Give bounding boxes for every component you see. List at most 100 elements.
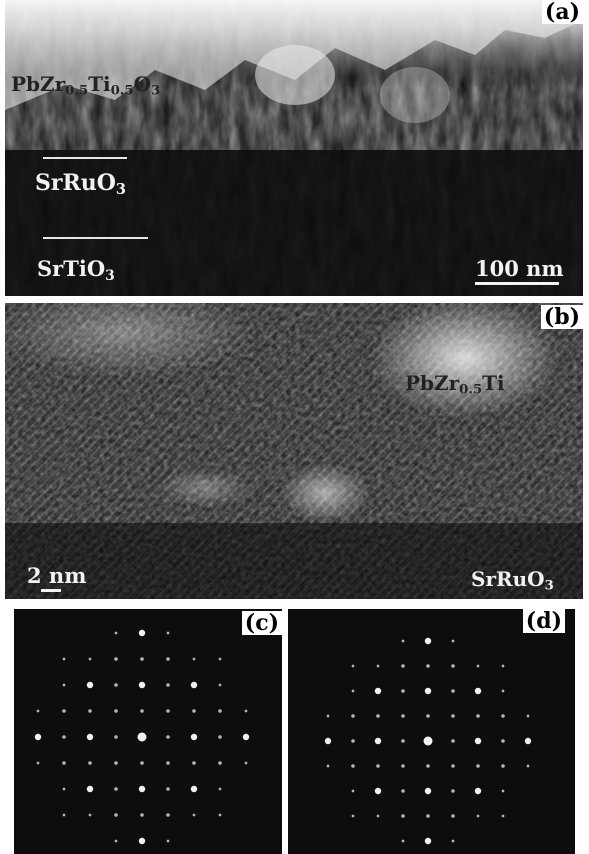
film-formula-a-part2: Ti — [88, 72, 111, 96]
diffraction-spot — [474, 737, 482, 745]
substrate-formula-sub: 3 — [105, 267, 115, 284]
diffraction-spot — [451, 639, 455, 643]
diffraction-spot — [166, 839, 170, 843]
panel-a-tem-cross-section: PbZr0.5Ti0.5O3 SrRuO3 SrTiO3 100 nm (a) — [5, 0, 583, 296]
diffraction-spot — [376, 764, 380, 768]
substrate-formula-text: SrTiO — [37, 256, 106, 281]
diffraction-spot — [166, 709, 170, 713]
diffraction-spot — [351, 739, 355, 743]
panel-d-spots — [324, 637, 532, 845]
diffraction-spot — [192, 813, 196, 817]
diffraction-spot — [426, 714, 430, 718]
panel-d-tag: (d) — [522, 609, 565, 633]
diffraction-spot — [526, 764, 530, 768]
diffraction-spot — [474, 687, 482, 695]
diffraction-spot — [501, 764, 505, 768]
diffraction-spot — [36, 709, 40, 713]
film-formula-a-sub2: 0.5 — [110, 83, 134, 99]
diffraction-spot — [401, 714, 405, 718]
diffraction-spot — [426, 764, 430, 768]
panel-c-spots — [34, 629, 250, 845]
panel-b-tag: (b) — [540, 305, 583, 329]
panel-a-scale-bar — [475, 282, 559, 285]
diffraction-spot — [424, 687, 432, 695]
diffraction-spot — [374, 787, 382, 795]
diffraction-spot — [474, 787, 482, 795]
diffraction-spot — [166, 683, 170, 687]
diffraction-spot — [62, 787, 66, 791]
diffraction-spot — [34, 733, 42, 741]
diffraction-spot — [374, 737, 382, 745]
panel-a-image — [5, 0, 583, 296]
film-formula-a-sub1: 0.5 — [65, 83, 89, 99]
diffraction-spot — [192, 761, 196, 765]
panel-a-electrode-label: SrRuO3 — [35, 172, 126, 198]
diffraction-spot — [501, 814, 505, 818]
diffraction-spot — [114, 683, 118, 687]
diffraction-spot — [476, 714, 480, 718]
diffraction-spot — [218, 657, 222, 661]
diffraction-spot — [218, 761, 222, 765]
panel-c-diffraction-pattern: (c) — [14, 609, 282, 854]
panel-b-scale-label: 2 nm — [27, 563, 87, 588]
diffraction-spot — [242, 733, 250, 741]
diffraction-spot — [426, 664, 430, 668]
diffraction-spot — [401, 639, 405, 643]
diffraction-spot — [86, 733, 94, 741]
interface-line-electrode-substrate — [43, 237, 148, 239]
electrode-formula-b-text: SrRuO — [471, 567, 545, 591]
diffraction-spot — [138, 629, 146, 637]
diffraction-spot — [451, 689, 455, 693]
diffraction-spot — [192, 709, 196, 713]
diffraction-spot — [62, 709, 66, 713]
diffraction-spot — [451, 739, 455, 743]
diffraction-spot — [88, 761, 92, 765]
film-formula-a-part3: O — [133, 72, 151, 96]
diffraction-spot — [401, 664, 405, 668]
electrode-formula-b-sub: 3 — [544, 578, 554, 594]
electrode-formula-a-sub: 3 — [115, 181, 127, 199]
diffraction-spot — [351, 764, 355, 768]
diffraction-spot — [88, 813, 92, 817]
diffraction-spot — [351, 689, 355, 693]
diffraction-spot — [451, 714, 455, 718]
diffraction-spot — [218, 735, 222, 739]
panel-b-hrtem: PbZr0.5Ti 2 nm SrRuO3 (b) — [5, 303, 583, 599]
diffraction-spot — [62, 657, 66, 661]
diffraction-spot — [374, 687, 382, 695]
diffraction-spot — [86, 785, 94, 793]
diffraction-spot — [62, 735, 66, 739]
diffraction-spot — [401, 764, 405, 768]
diffraction-spot — [218, 787, 222, 791]
diffraction-spot — [114, 813, 118, 817]
diffraction-spot — [62, 761, 66, 765]
diffraction-spot — [351, 664, 355, 668]
diffraction-spot — [140, 813, 144, 817]
diffraction-spot — [524, 737, 532, 745]
diffraction-spot — [218, 709, 222, 713]
diffraction-spot — [424, 837, 432, 845]
diffraction-spot — [140, 709, 144, 713]
diffraction-spot — [190, 785, 198, 793]
diffraction-spot — [326, 764, 330, 768]
interface-line-film-electrode — [43, 157, 127, 159]
diffraction-spot — [88, 709, 92, 713]
diffraction-spot — [351, 789, 355, 793]
diffraction-spot — [401, 789, 405, 793]
diffraction-spot — [501, 714, 505, 718]
diffraction-spot — [166, 813, 170, 817]
diffraction-spot — [166, 735, 170, 739]
diffraction-spot — [138, 681, 146, 689]
diffraction-spot — [401, 814, 405, 818]
diffraction-spot — [218, 813, 222, 817]
diffraction-spot — [114, 761, 118, 765]
diffraction-spot — [114, 657, 118, 661]
diffraction-spot — [501, 664, 505, 668]
diffraction-spot — [424, 787, 432, 795]
diffraction-spot — [401, 839, 405, 843]
diffraction-spot — [138, 785, 146, 793]
diffraction-spot — [86, 681, 94, 689]
diffraction-spot — [451, 789, 455, 793]
film-formula-b-part2: Ti — [482, 371, 505, 395]
diffraction-spot — [526, 714, 530, 718]
